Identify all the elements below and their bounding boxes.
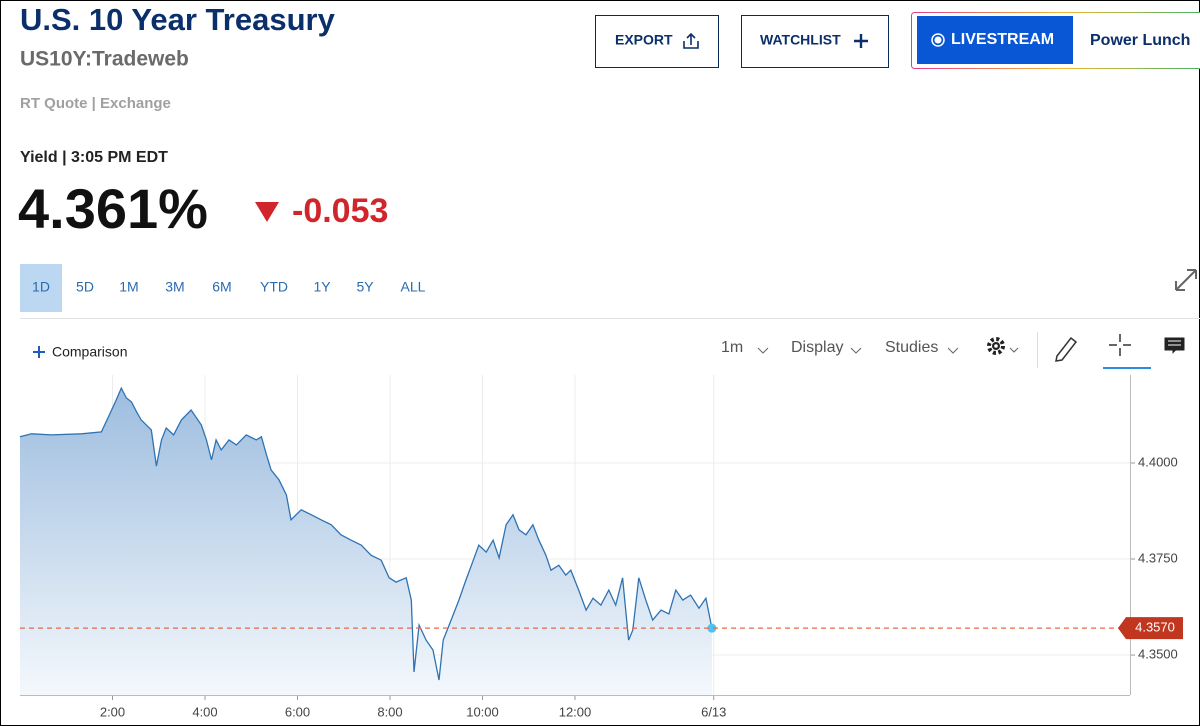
range-tab[interactable]: 1D [32,279,50,295]
range-tab[interactable]: 3M [165,279,184,295]
comment-icon[interactable] [1163,336,1186,357]
comparison-plus[interactable] [33,346,45,358]
yield-label: Yield | 3:05 PM EDT [20,149,168,166]
range-tab[interactable]: 1M [119,279,138,295]
show-name[interactable]: Power Lunch [1090,32,1190,49]
price-line [19,386,713,681]
y-tick-label: 4.4000 [1138,454,1178,469]
x-tick-label: 6:00 [285,704,310,719]
last-price: 4.361% [18,177,208,240]
range-tab[interactable]: 5Y [356,279,374,295]
range-tabs: 1D 5D 1M 3M 6M YTD 1Y 5Y ALL [20,264,426,312]
quote-type: RT Quote | Exchange [20,95,171,112]
range-tab[interactable]: ALL [401,279,426,295]
x-tick-label: 6/13 [701,704,726,719]
interval-select[interactable]: 1m [721,339,743,356]
range-tab[interactable]: YTD [260,279,288,295]
chart: 4.3500 4.3750 4.4000 2:00 4:00 6:00 8:00 10:00 1… [19,375,1183,719]
export-button[interactable]: EXPORT [595,15,719,68]
comparison-label[interactable]: Comparison [52,344,127,360]
livestream-label[interactable]: LIVESTREAM [951,31,1054,48]
chevron [757,347,769,354]
export-label[interactable]: EXPORT [615,32,673,48]
y-tick-label: 4.3750 [1138,550,1178,565]
x-tick-label: 10:00 [466,704,499,719]
tab-selected [20,264,62,312]
chevron [947,347,959,354]
area-fill [20,388,712,695]
range-tab[interactable]: 5D [76,279,94,295]
watchlist-button[interactable]: WATCHLIST [741,15,889,68]
price-change: -0.053 [292,192,388,230]
chevron [850,347,862,354]
draw-icon[interactable] [1055,336,1078,362]
display-menu[interactable]: Display [791,339,843,356]
down-arrow [255,202,279,222]
y-tick-label: 4.3500 [1138,646,1178,661]
range-tab[interactable]: 6M [212,279,231,295]
studies-menu[interactable]: Studies [885,339,938,356]
title: U.S. 10 Year Treasury [20,2,336,37]
livestream-button[interactable]: LIVESTREAM [917,16,1073,64]
x-tick-label: 8:00 [377,704,402,719]
range-tab[interactable]: 1Y [313,279,331,295]
settings-icon[interactable] [987,337,1019,355]
last-value-tag [1118,617,1183,640]
last-point [707,623,717,633]
expand-icon[interactable] [1175,269,1197,291]
last-value-label: 4.3570 [1135,620,1175,635]
symbol: US10Y:Tradeweb [20,48,189,71]
x-tick-label: 2:00 [100,704,125,719]
watchlist-label[interactable]: WATCHLIST [760,32,841,48]
x-tick-label: 4:00 [192,704,217,719]
crosshair-icon[interactable] [1109,334,1131,356]
x-tick-label: 12:00 [559,704,592,719]
